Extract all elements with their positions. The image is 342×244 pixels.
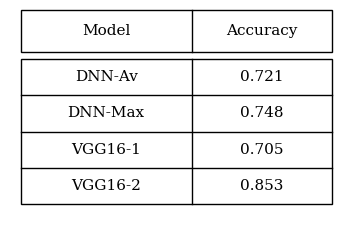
Text: DNN-Av: DNN-Av [75,70,137,84]
Text: VGG16-1: VGG16-1 [71,142,141,157]
Text: Model: Model [82,24,130,38]
Text: 0.748: 0.748 [240,106,284,121]
Text: Accuracy: Accuracy [226,24,298,38]
Text: DNN-Max: DNN-Max [67,106,145,121]
Text: VGG16-2: VGG16-2 [71,179,141,193]
Text: 0.705: 0.705 [240,142,284,157]
Text: 0.721: 0.721 [240,70,284,84]
Text: 0.853: 0.853 [240,179,284,193]
